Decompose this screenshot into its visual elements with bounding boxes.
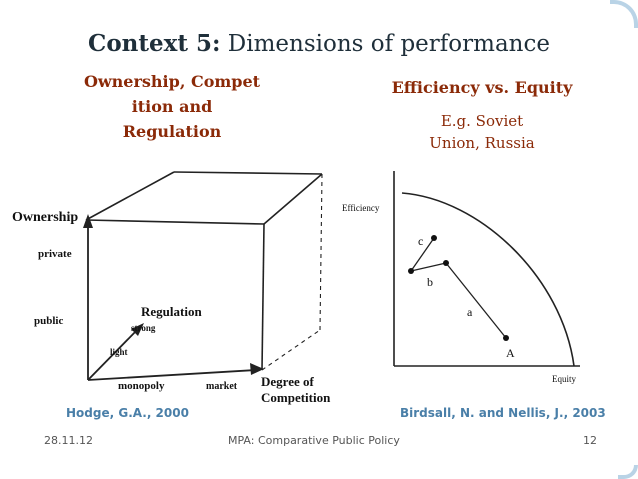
regulation-axis [87, 327, 140, 381]
segment-b [410, 262, 447, 272]
left-heading-line: Regulation [122, 122, 222, 141]
cube-diagram: Ownership private public Regulation stro… [12, 171, 331, 405]
point-b-marker [443, 260, 449, 266]
ownership-label: Ownership [12, 210, 78, 225]
left-heading-line: ition and [131, 97, 213, 116]
efficiency-label: Efficiency [342, 203, 380, 213]
segment-b-c [410, 237, 435, 272]
point-a-label: A [506, 346, 515, 360]
competition-axis [87, 369, 257, 381]
strong-label: strong [131, 323, 156, 333]
ownership-arrowhead [83, 214, 93, 228]
market-label: market [206, 381, 238, 392]
light-label: light [110, 347, 128, 357]
competition-arrowhead [250, 363, 264, 375]
citation-left: Hodge, G.A., 2000 [66, 406, 189, 420]
cube-front-top-edge [85, 219, 265, 225]
point-a-marker [503, 335, 509, 341]
footer-date: 28.11.12 [44, 434, 93, 447]
private-label: private [38, 248, 72, 260]
competition-label-line2: Competition [261, 390, 331, 405]
title-bold: Context 5: [88, 30, 221, 57]
point-start-marker [408, 268, 414, 274]
frame-corner-top [610, 0, 638, 28]
footer-course: MPA: Comparative Public Policy [228, 434, 400, 447]
competition-label-line1: Degree of [261, 374, 314, 389]
point-c-marker [431, 235, 437, 241]
regulation-arrowhead [131, 323, 144, 336]
right-heading: Efficiency vs. Equity [391, 78, 573, 97]
left-heading: Ownership, Compet ition and Regulation [66, 69, 278, 144]
right-example: E.g. Soviet Union, Russia [402, 110, 562, 154]
frontier-diagram: Efficiency Equity c b a A [342, 171, 580, 384]
segment-a-label: a [467, 305, 473, 319]
title-rest: Dimensions of performance [220, 31, 550, 57]
cube-top-back-edge [173, 171, 323, 175]
cube-top-right-edge [263, 173, 323, 225]
regulation-label: Regulation [141, 304, 202, 319]
slide-title: Context 5: Dimensions of performance [0, 30, 638, 57]
right-example-line: E.g. Soviet [440, 112, 524, 130]
segment-a [445, 262, 507, 339]
cube-back-right-edge [319, 173, 323, 331]
point-b-label: b [427, 275, 433, 289]
footer-page-number: 12 [583, 434, 597, 447]
left-heading-line: Ownership, Compet [83, 72, 261, 91]
public-label: public [34, 315, 63, 327]
citation-right: Birdsall, N. and Nellis, J., 2003 [400, 406, 606, 420]
frame-corner-bottom [618, 465, 638, 479]
cube-front-right-edge [261, 223, 265, 371]
monopoly-label: monopoly [118, 380, 165, 392]
frontier-curve [401, 192, 575, 367]
right-example-line: Union, Russia [429, 134, 535, 152]
cube-top-left-edge [85, 171, 175, 221]
equity-label: Equity [552, 374, 576, 384]
point-c-label: c [418, 234, 423, 248]
cube-bottom-right-edge [261, 329, 321, 371]
